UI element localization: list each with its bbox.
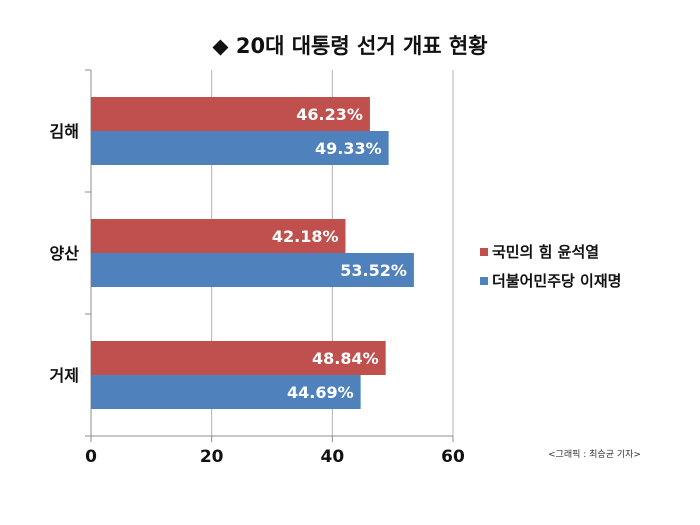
bar-s0-c1 xyxy=(91,219,346,253)
bar-s1-c1 xyxy=(91,253,414,287)
legend: 국민의 힘 윤석열 더불어민주당 이재명 xyxy=(480,237,621,295)
chart-title: ◆ 20대 대통령 선거 개표 현황 xyxy=(212,34,488,58)
bar-s1-c2 xyxy=(91,375,361,409)
x-tick-label-20: 20 xyxy=(200,447,224,467)
legend-item-ppp: 국민의 힘 윤석열 xyxy=(480,237,621,266)
bar-s0-c2 xyxy=(91,341,386,375)
x-tick-label-40: 40 xyxy=(320,447,344,467)
bar-s1-c0 xyxy=(91,131,389,165)
bar-label-s1-c2: 44.69% xyxy=(287,383,354,402)
bar-label-s0-c1: 42.18% xyxy=(272,227,339,246)
bar-s0-c0 xyxy=(91,97,370,131)
legend-label-dp: 더불어민주당 이재명 xyxy=(492,272,622,290)
legend-item-dp: 더불어민주당 이재명 xyxy=(480,266,621,295)
category-label-2: 거제 xyxy=(50,366,79,385)
legend-label-ppp: 국민의 힘 윤석열 xyxy=(492,243,600,261)
category-label-1: 양산 xyxy=(50,244,80,263)
graphic-credit: <그래픽 : 최승균 기자> xyxy=(548,450,641,460)
bar-label-s1-c0: 49.33% xyxy=(315,139,382,158)
bar-label-s0-c2: 48.84% xyxy=(312,349,379,368)
legend-swatch-ppp xyxy=(480,247,488,256)
x-tick-label-0: 0 xyxy=(85,447,97,467)
bar-label-s0-c0: 46.23% xyxy=(296,105,363,124)
category-label-0: 김해 xyxy=(50,122,79,141)
bar-label-s1-c1: 53.52% xyxy=(340,261,407,280)
x-tick-label-60: 60 xyxy=(441,447,465,467)
legend-swatch-dp xyxy=(480,276,488,285)
